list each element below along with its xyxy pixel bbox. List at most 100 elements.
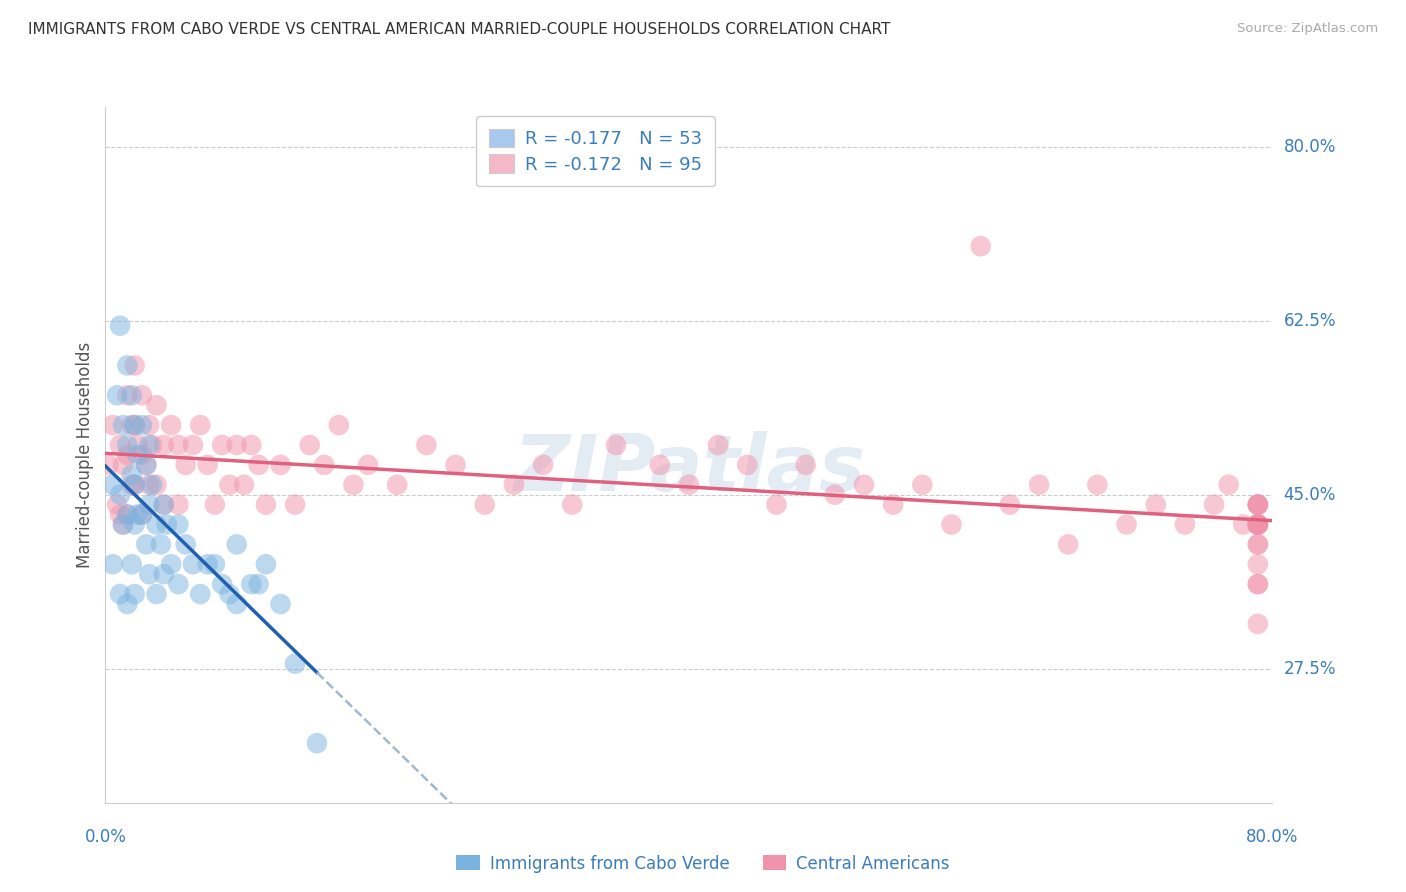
Point	[124, 418, 146, 433]
Point	[117, 359, 139, 373]
Point	[145, 398, 167, 412]
Point	[225, 537, 247, 551]
Point	[233, 477, 256, 491]
Point	[149, 537, 172, 551]
Point	[1247, 577, 1270, 591]
Point	[969, 239, 991, 253]
Point	[167, 517, 190, 532]
Point	[135, 458, 157, 472]
Text: 45.0%: 45.0%	[1284, 485, 1336, 504]
Point	[305, 736, 328, 750]
Point	[121, 418, 143, 433]
Text: 80.0%: 80.0%	[1246, 828, 1299, 846]
Point	[218, 477, 240, 491]
Point	[121, 477, 143, 491]
Point	[247, 577, 270, 591]
Point	[152, 438, 174, 452]
Point	[124, 359, 146, 373]
Point	[167, 438, 190, 452]
Point	[385, 477, 408, 491]
Point	[124, 477, 146, 491]
Point	[247, 458, 270, 472]
Point	[444, 458, 467, 472]
Point	[121, 558, 143, 572]
Point	[1144, 498, 1167, 512]
Text: ZIPatlas: ZIPatlas	[513, 431, 865, 507]
Point	[240, 577, 263, 591]
Point	[269, 458, 292, 472]
Point	[1247, 517, 1270, 532]
Point	[1247, 498, 1270, 512]
Point	[531, 458, 554, 472]
Point	[131, 418, 153, 433]
Text: 27.5%: 27.5%	[1284, 659, 1336, 678]
Point	[204, 498, 226, 512]
Point	[108, 488, 131, 502]
Point	[998, 498, 1021, 512]
Point	[111, 418, 134, 433]
Point	[145, 477, 167, 491]
Point	[108, 508, 131, 522]
Point	[181, 558, 204, 572]
Point	[314, 458, 336, 472]
Text: IMMIGRANTS FROM CABO VERDE VS CENTRAL AMERICAN MARRIED-COUPLE HOUSEHOLDS CORRELA: IMMIGRANTS FROM CABO VERDE VS CENTRAL AM…	[28, 22, 890, 37]
Point	[121, 388, 143, 402]
Point	[342, 477, 364, 491]
Point	[117, 597, 139, 611]
Point	[605, 438, 627, 452]
Point	[135, 537, 157, 551]
Point	[152, 498, 174, 512]
Point	[167, 498, 190, 512]
Point	[141, 477, 163, 491]
Point	[852, 477, 875, 491]
Point	[1085, 477, 1108, 491]
Point	[1247, 517, 1270, 532]
Point	[794, 458, 817, 472]
Point	[225, 438, 247, 452]
Point	[138, 567, 160, 582]
Point	[124, 587, 146, 601]
Point	[152, 567, 174, 582]
Point	[1232, 517, 1254, 532]
Point	[108, 587, 131, 601]
Point	[1247, 537, 1270, 551]
Text: 80.0%: 80.0%	[1284, 137, 1336, 156]
Point	[1028, 477, 1050, 491]
Point	[160, 558, 183, 572]
Point	[188, 587, 211, 601]
Point	[121, 467, 143, 482]
Point	[131, 388, 153, 402]
Point	[1057, 537, 1080, 551]
Point	[765, 498, 787, 512]
Point	[1247, 517, 1270, 532]
Point	[124, 517, 146, 532]
Point	[648, 458, 671, 472]
Point	[117, 508, 139, 522]
Point	[1247, 498, 1270, 512]
Point	[131, 508, 153, 522]
Point	[1247, 616, 1270, 631]
Point	[174, 537, 197, 551]
Point	[138, 477, 160, 491]
Point	[254, 498, 277, 512]
Point	[218, 587, 240, 601]
Point	[1247, 558, 1270, 572]
Point	[1247, 577, 1270, 591]
Point	[225, 597, 247, 611]
Point	[1247, 498, 1270, 512]
Point	[211, 577, 233, 591]
Point	[108, 438, 131, 452]
Point	[117, 448, 139, 462]
Point	[357, 458, 380, 472]
Point	[240, 438, 263, 452]
Point	[1202, 498, 1225, 512]
Point	[124, 418, 146, 433]
Point	[117, 508, 139, 522]
Point	[188, 418, 211, 433]
Point	[138, 498, 160, 512]
Point	[127, 448, 149, 462]
Point	[152, 498, 174, 512]
Text: 62.5%: 62.5%	[1284, 311, 1336, 330]
Point	[1247, 517, 1270, 532]
Point	[167, 577, 190, 591]
